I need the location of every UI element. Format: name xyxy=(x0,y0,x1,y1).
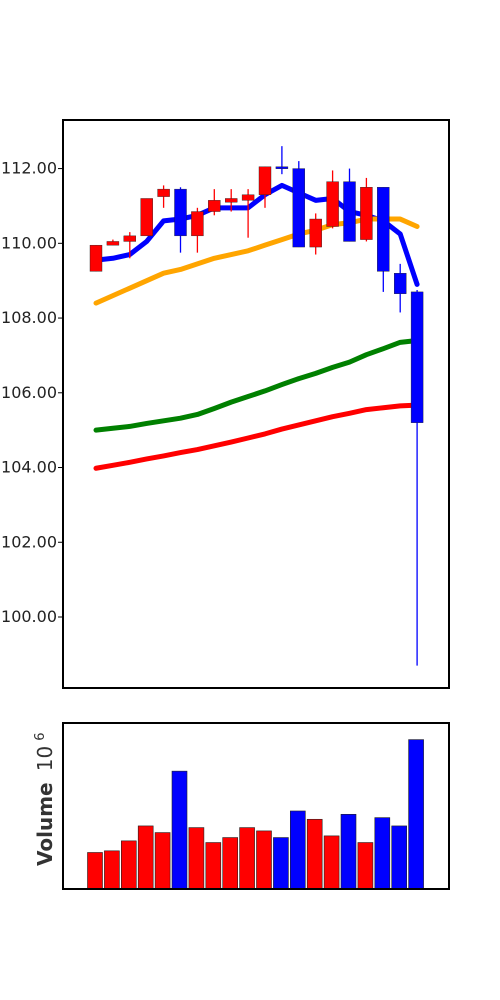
candle-body xyxy=(140,198,153,237)
candle xyxy=(292,161,305,248)
volume-bar xyxy=(408,739,424,890)
volume-bars xyxy=(87,739,424,890)
candle-body xyxy=(326,181,339,227)
volume-bar xyxy=(87,852,103,890)
candle-body xyxy=(343,181,356,242)
candle-body xyxy=(377,187,390,272)
volume-bar xyxy=(357,842,374,890)
candle xyxy=(309,213,322,255)
volume-bar xyxy=(289,810,306,890)
price-y-tick-label: 108.00 xyxy=(1,308,57,327)
candle xyxy=(191,207,204,253)
candle xyxy=(140,198,153,237)
volume-bar xyxy=(137,825,154,890)
volume-bar xyxy=(374,817,391,890)
candle-body xyxy=(123,235,137,242)
volume-plot-frame xyxy=(62,722,450,890)
price-plot-frame xyxy=(62,119,450,689)
candlesticks xyxy=(89,146,424,666)
candle xyxy=(224,189,238,212)
candle-body xyxy=(89,244,103,272)
volume-bar xyxy=(154,832,171,890)
volume-bar xyxy=(205,842,222,890)
candle-body xyxy=(275,166,289,169)
candle xyxy=(275,146,289,175)
price-y-tick-label: 104.00 xyxy=(1,458,57,477)
volume-axis-label: Volume 10 6 xyxy=(33,732,57,866)
candle xyxy=(410,290,424,666)
candle-body xyxy=(208,200,221,212)
moving-average-line-3 xyxy=(93,337,420,433)
volume-bar xyxy=(239,827,255,890)
candle xyxy=(360,177,373,242)
candle-body xyxy=(157,188,170,197)
candle-body xyxy=(241,194,255,201)
candle xyxy=(343,168,356,242)
volume-bar xyxy=(222,837,238,890)
price-y-tick-label: 100.00 xyxy=(1,607,57,626)
candle xyxy=(123,232,137,259)
candle-body xyxy=(292,168,305,248)
candle-body xyxy=(106,241,120,246)
candle-body xyxy=(191,211,204,237)
volume-bar xyxy=(104,850,120,890)
candle xyxy=(258,166,272,208)
candle-body xyxy=(224,198,238,203)
price-y-tick-label: 110.00 xyxy=(1,233,57,252)
volume-bar xyxy=(188,827,205,890)
candle-body xyxy=(258,166,272,195)
volume-bar xyxy=(273,837,289,890)
candle xyxy=(377,187,390,292)
candle xyxy=(106,239,120,246)
price-y-ticks: 100.00 102.00 104.00 106.00 108.00 110.00 112.… xyxy=(1,159,63,626)
volume-bar xyxy=(391,825,408,890)
candle xyxy=(394,263,407,313)
candle xyxy=(157,185,170,208)
volume-panel: Volume 10 6 xyxy=(33,722,450,890)
candle-body xyxy=(410,291,424,423)
moving-average-line-4 xyxy=(93,402,420,471)
candle xyxy=(241,189,255,238)
price-panel: 100.00 102.00 104.00 106.00 108.00 110.00 112.… xyxy=(1,119,450,689)
candle-body xyxy=(174,188,187,237)
candle-body xyxy=(394,273,407,294)
candle-body xyxy=(309,218,322,248)
volume-bar xyxy=(340,813,357,890)
volume-bar xyxy=(323,835,340,890)
price-y-tick-label: 112.00 xyxy=(1,159,57,178)
candle-body xyxy=(360,187,373,240)
volume-bar xyxy=(306,818,323,890)
volume-bar xyxy=(256,830,272,890)
candle xyxy=(89,244,103,272)
candle xyxy=(174,187,187,253)
candle xyxy=(208,189,221,216)
price-y-tick-label: 102.00 xyxy=(1,532,57,551)
volume-bar xyxy=(121,840,137,890)
candle xyxy=(326,170,339,229)
price-y-tick-label: 106.00 xyxy=(1,383,57,402)
volume-bar xyxy=(171,770,188,890)
